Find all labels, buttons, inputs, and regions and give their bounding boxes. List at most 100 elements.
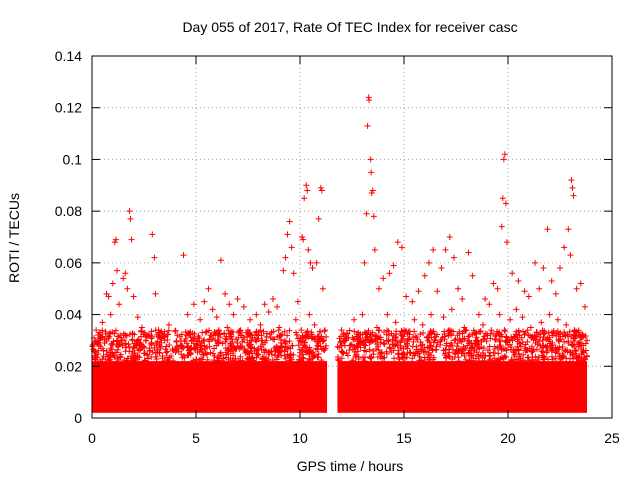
- roti-point: [386, 344, 393, 351]
- roti-point: [468, 353, 475, 360]
- roti-point: [476, 357, 483, 364]
- roti-point: [247, 341, 254, 348]
- roti-point: [303, 182, 310, 189]
- roti-point: [536, 285, 543, 292]
- roti-point: [472, 355, 479, 362]
- roti-point: [522, 329, 529, 336]
- roti-point: [520, 351, 527, 358]
- roti-point: [361, 354, 368, 361]
- roti-point: [300, 344, 307, 351]
- roti-point: [564, 332, 571, 339]
- roti-point: [445, 346, 452, 353]
- roti-point: [502, 327, 509, 334]
- roti-point: [494, 356, 501, 363]
- roti-point: [343, 334, 350, 341]
- roti-point: [571, 327, 578, 334]
- roti-point: [540, 334, 547, 341]
- roti-point: [522, 341, 529, 348]
- roti-point: [369, 329, 376, 336]
- roti-point: [460, 350, 467, 357]
- roti-point: [508, 344, 515, 351]
- roti-point: [503, 239, 510, 246]
- roti-point: [273, 356, 280, 363]
- roti-point: [515, 277, 522, 284]
- roti-point: [395, 354, 402, 361]
- x-tick-label: 15: [396, 430, 412, 446]
- roti-point: [316, 328, 323, 335]
- roti-point: [385, 332, 392, 339]
- roti-point: [361, 259, 368, 266]
- roti-point: [441, 331, 448, 338]
- roti-point: [105, 332, 112, 339]
- roti-point: [120, 275, 127, 282]
- roti-point: [580, 342, 587, 349]
- roti-point: [581, 303, 588, 310]
- roti-point: [173, 344, 180, 351]
- x-tick-label: 20: [500, 430, 516, 446]
- roti-point: [173, 338, 180, 345]
- roti-point: [458, 338, 465, 345]
- roti-point: [455, 346, 462, 353]
- roti-point: [577, 357, 584, 364]
- roti-point: [434, 339, 441, 346]
- roti-point: [477, 328, 484, 335]
- roti-point: [582, 332, 589, 339]
- roti-point: [199, 347, 206, 354]
- roti-point: [374, 341, 381, 348]
- roti-point: [549, 341, 556, 348]
- roti-point: [466, 331, 473, 338]
- roti-point: [114, 346, 121, 353]
- roti-point: [121, 357, 128, 364]
- roti-point: [425, 349, 432, 356]
- roti-point: [543, 344, 550, 351]
- roti-point: [292, 316, 299, 323]
- roti-point: [503, 347, 510, 354]
- roti-point: [206, 343, 213, 350]
- roti-point: [164, 356, 171, 363]
- roti-point: [122, 332, 129, 339]
- roti-point: [474, 337, 481, 344]
- roti-point: [561, 338, 568, 345]
- roti-point: [240, 303, 247, 310]
- roti-point: [117, 351, 124, 358]
- roti-point: [499, 195, 506, 202]
- roti-point: [451, 337, 458, 344]
- roti-point: [552, 290, 559, 297]
- roti-point: [496, 311, 503, 318]
- roti-point: [277, 348, 284, 355]
- roti-point: [548, 277, 555, 284]
- roti-point: [367, 355, 374, 362]
- roti-point: [339, 349, 346, 356]
- roti-point: [356, 340, 363, 347]
- roti-point: [281, 328, 288, 335]
- roti-point: [369, 187, 376, 194]
- roti-point: [438, 265, 445, 272]
- roti-point: [414, 349, 421, 356]
- roti-point: [148, 340, 155, 347]
- roti-point: [247, 316, 254, 323]
- roti-point: [450, 254, 457, 261]
- roti-point: [253, 311, 260, 318]
- roti-point: [126, 208, 133, 215]
- roti-point: [575, 341, 582, 348]
- roti-point: [346, 346, 353, 353]
- roti-point: [255, 332, 262, 339]
- roti-point: [483, 330, 490, 337]
- roti-point: [429, 328, 436, 335]
- roti-point: [409, 355, 416, 362]
- roti-point: [579, 348, 586, 355]
- roti-point: [535, 354, 542, 361]
- roti-point: [421, 354, 428, 361]
- roti-point: [517, 343, 524, 350]
- roti-point: [454, 343, 461, 350]
- roti-point: [397, 330, 404, 337]
- roti-point: [513, 306, 520, 313]
- roti-point: [552, 349, 559, 356]
- roti-point: [351, 328, 358, 335]
- roti-point: [274, 334, 281, 341]
- roti-point: [290, 351, 297, 358]
- roti-point: [465, 351, 472, 358]
- roti-point: [528, 343, 535, 350]
- roti-point: [556, 331, 563, 338]
- roti-point: [410, 338, 417, 345]
